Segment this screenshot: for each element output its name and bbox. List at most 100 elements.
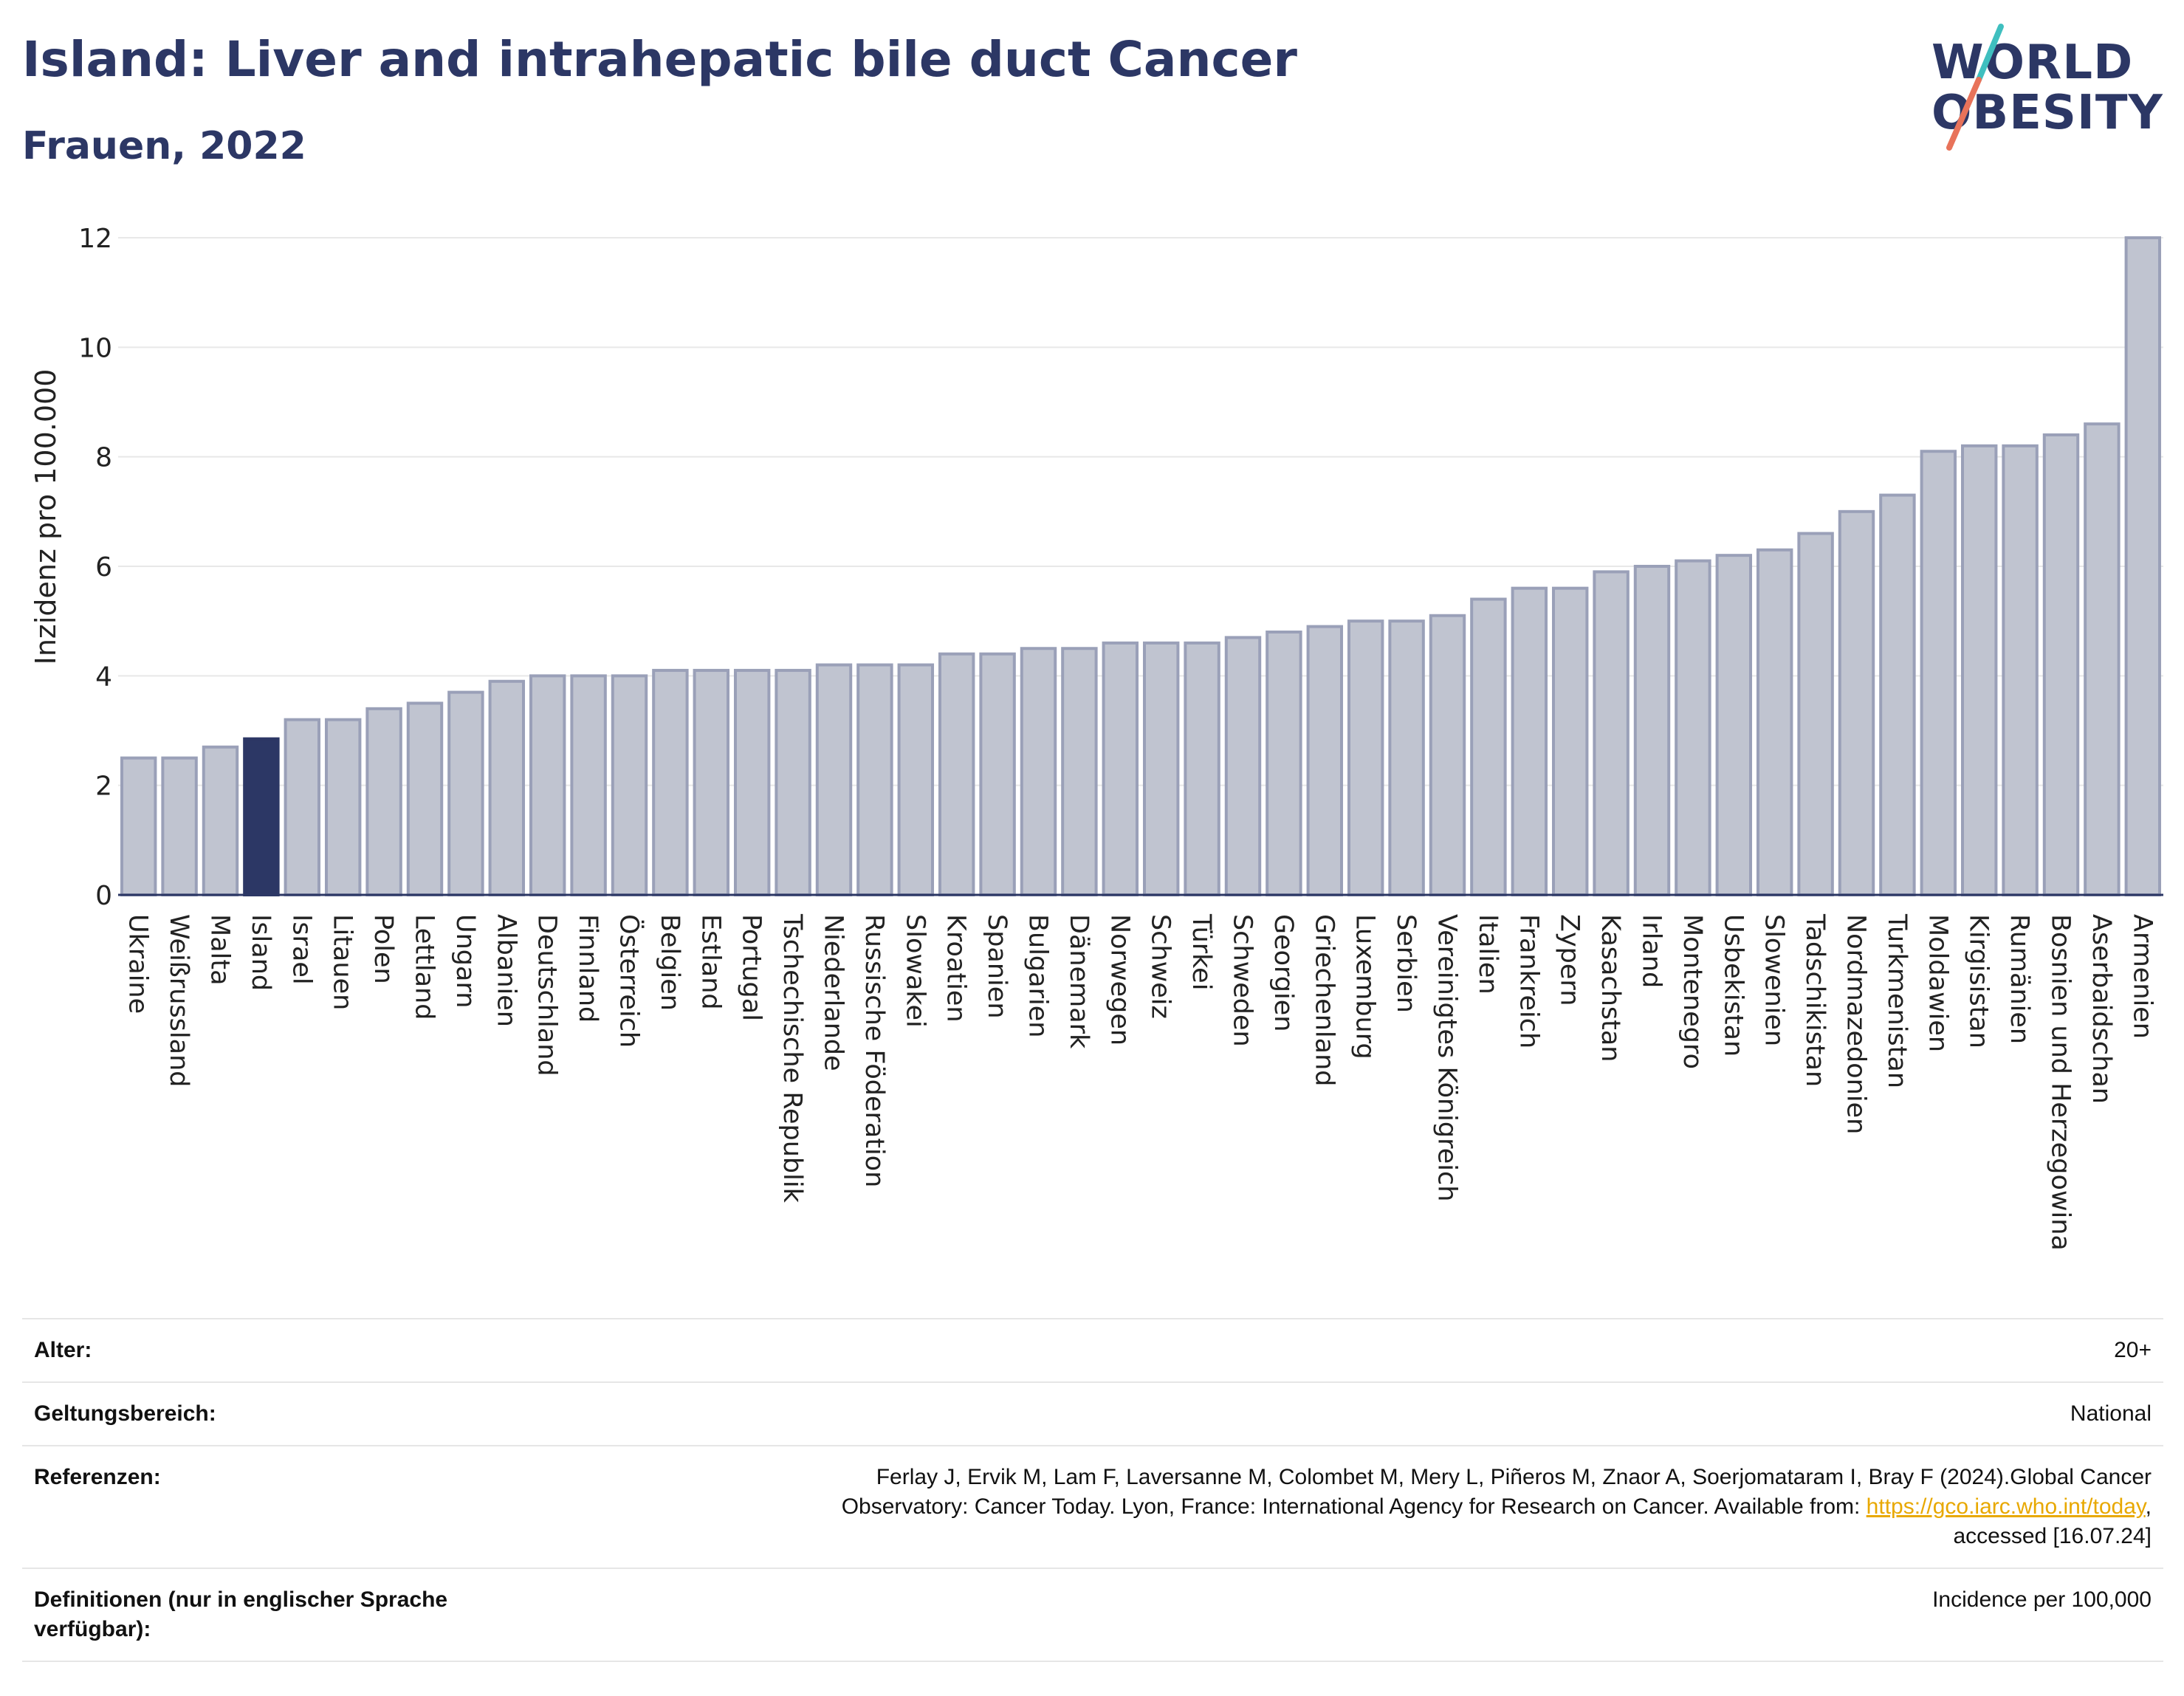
info-row-references: Referenzen: Ferlay J, Ervik M, Lam F, La… xyxy=(22,1445,2163,1568)
x-tick-label: Georgien xyxy=(1268,914,1298,1032)
x-tick-label: Schweiz xyxy=(1146,914,1175,1019)
reference-line-2-text: Observatory: Cancer Today. Lyon, France:… xyxy=(841,1494,1867,1519)
bar xyxy=(1797,532,1834,896)
x-tick-label: Island xyxy=(246,914,275,991)
x-tick-label: Bulgarien xyxy=(1023,914,1053,1037)
reference-line-3: accessed [16.07.24] xyxy=(1953,1524,2152,1548)
bar xyxy=(733,668,771,897)
x-tick-label: Albanien xyxy=(491,914,521,1027)
info-value-definitions: Incidence per 100,000 xyxy=(1932,1587,2152,1612)
x-tick-label: Finnland xyxy=(573,914,602,1023)
bar xyxy=(120,756,157,897)
bar xyxy=(1020,647,1057,896)
y-tick-label: 0 xyxy=(95,881,112,911)
bar xyxy=(856,663,893,896)
x-tick-label: Deutschland xyxy=(532,914,562,1077)
bar xyxy=(1838,509,1875,896)
bar xyxy=(2042,433,2080,896)
x-tick-label: Italien xyxy=(1473,914,1503,995)
bar xyxy=(529,674,566,896)
bar xyxy=(693,668,730,897)
x-tick-label: Slowenien xyxy=(1759,914,1789,1046)
y-tick-label: 6 xyxy=(95,552,112,583)
bar xyxy=(1675,559,1711,896)
y-tick-label: 8 xyxy=(95,443,112,473)
logo-text-world: WORLD xyxy=(1931,35,2134,90)
bar xyxy=(1061,647,1098,896)
bar xyxy=(284,718,321,897)
info-value-age: 20+ xyxy=(2114,1338,2152,1362)
info-key-definitions: Definitionen (nur in englischer Sprache … xyxy=(34,1587,448,1641)
x-tick-label: Irland xyxy=(1637,914,1666,988)
x-tick-label: Norwegen xyxy=(1105,914,1134,1046)
x-tick-label: Litauen xyxy=(328,914,357,1010)
bar xyxy=(1633,565,1671,896)
x-tick-label: Polen xyxy=(368,914,398,984)
x-tick-label: Kroatien xyxy=(941,914,971,1023)
x-tick-label: Tschechische Republik xyxy=(777,913,807,1204)
reference-line-1: Ferlay J, Ervik M, Lam F, Laversanne M, … xyxy=(876,1465,2152,1489)
bar xyxy=(938,652,975,897)
info-table: Alter: 20+ Geltungsbereich: National Ref… xyxy=(22,1318,2163,1662)
x-tick-label: Usbekistan xyxy=(1718,914,1748,1057)
x-tick-label: Rumänien xyxy=(2005,914,2034,1044)
bar xyxy=(2084,422,2121,896)
x-tick-label: Spanien xyxy=(982,914,1012,1019)
x-tick-label: Griechenland xyxy=(1309,914,1339,1086)
x-tick-label: Türkei xyxy=(1187,913,1216,990)
y-tick-label: 2 xyxy=(95,772,112,802)
reference-line-2: Observatory: Cancer Today. Lyon, France:… xyxy=(842,1492,2152,1522)
bar xyxy=(897,663,935,896)
bar xyxy=(1715,554,1753,897)
x-tick-label: Niederlande xyxy=(819,914,848,1071)
info-row-age: Alter: 20+ xyxy=(22,1318,2163,1381)
x-tick-label: Kasachstan xyxy=(1596,914,1625,1062)
x-tick-label: Montenegro xyxy=(1678,914,1707,1069)
x-tick-label: Belgien xyxy=(655,914,684,1011)
bar-highlight xyxy=(243,737,280,896)
bar xyxy=(2124,236,2162,896)
bar xyxy=(611,674,648,896)
info-value-references: Ferlay J, Ervik M, Lam F, Laversanne M, … xyxy=(842,1463,2152,1551)
x-tick-label: Malta xyxy=(205,914,235,986)
x-tick-label: Ungarn xyxy=(450,914,480,1008)
x-tick-label: Tadschikistan xyxy=(1800,913,1830,1087)
x-tick-label: Turkmenistan xyxy=(1882,913,1912,1088)
bar xyxy=(488,679,526,896)
bar xyxy=(1184,641,1220,896)
x-tick-label: Kirgisistan xyxy=(1964,914,1994,1048)
bar xyxy=(570,674,607,896)
x-tick-label: Serbien xyxy=(1391,914,1421,1013)
bar-chart: 0 2 4 6 8 10 12 Ukraine Weißrussland Malta Island I… xyxy=(78,224,2163,1251)
x-tick-label: Lettland xyxy=(410,914,439,1020)
x-tick-label: Österreich xyxy=(614,914,645,1048)
bar xyxy=(1879,493,1916,896)
x-tick-label: Frankreich xyxy=(1514,914,1543,1048)
x-tick-label: Luxemburg xyxy=(1350,914,1380,1060)
bar xyxy=(447,690,484,896)
bar xyxy=(365,707,402,896)
y-tick-label: 12 xyxy=(78,224,112,254)
x-tick-label: Portugal xyxy=(737,914,766,1021)
bar xyxy=(1593,570,1630,897)
x-tick-label: Russische Föderation xyxy=(859,914,889,1187)
bar xyxy=(1306,625,1344,896)
bar xyxy=(324,718,362,897)
x-tick-label: Bosnien und Herzegowina xyxy=(2046,914,2075,1251)
reference-link[interactable]: https://gco.iarc.who.int/today xyxy=(1866,1494,2146,1519)
bar xyxy=(1960,444,1998,896)
bar xyxy=(1470,597,1507,896)
bar xyxy=(1511,586,1548,897)
bar xyxy=(815,663,853,896)
chart-title: Island: Liver and intrahepatic bile duct… xyxy=(22,31,1297,88)
bar xyxy=(1388,619,1425,897)
info-key-references: Referenzen: xyxy=(34,1465,161,1489)
x-tick-label: Nordmazedonien xyxy=(1841,914,1871,1134)
x-tick-label: Schweden xyxy=(1228,914,1257,1047)
bar xyxy=(2002,444,2039,896)
bar xyxy=(1224,636,1262,897)
bar xyxy=(1551,586,1589,897)
bar xyxy=(1102,641,1139,896)
reference-line-2-suffix: , xyxy=(2145,1494,2152,1519)
x-tick-label: Ukraine xyxy=(123,914,153,1014)
